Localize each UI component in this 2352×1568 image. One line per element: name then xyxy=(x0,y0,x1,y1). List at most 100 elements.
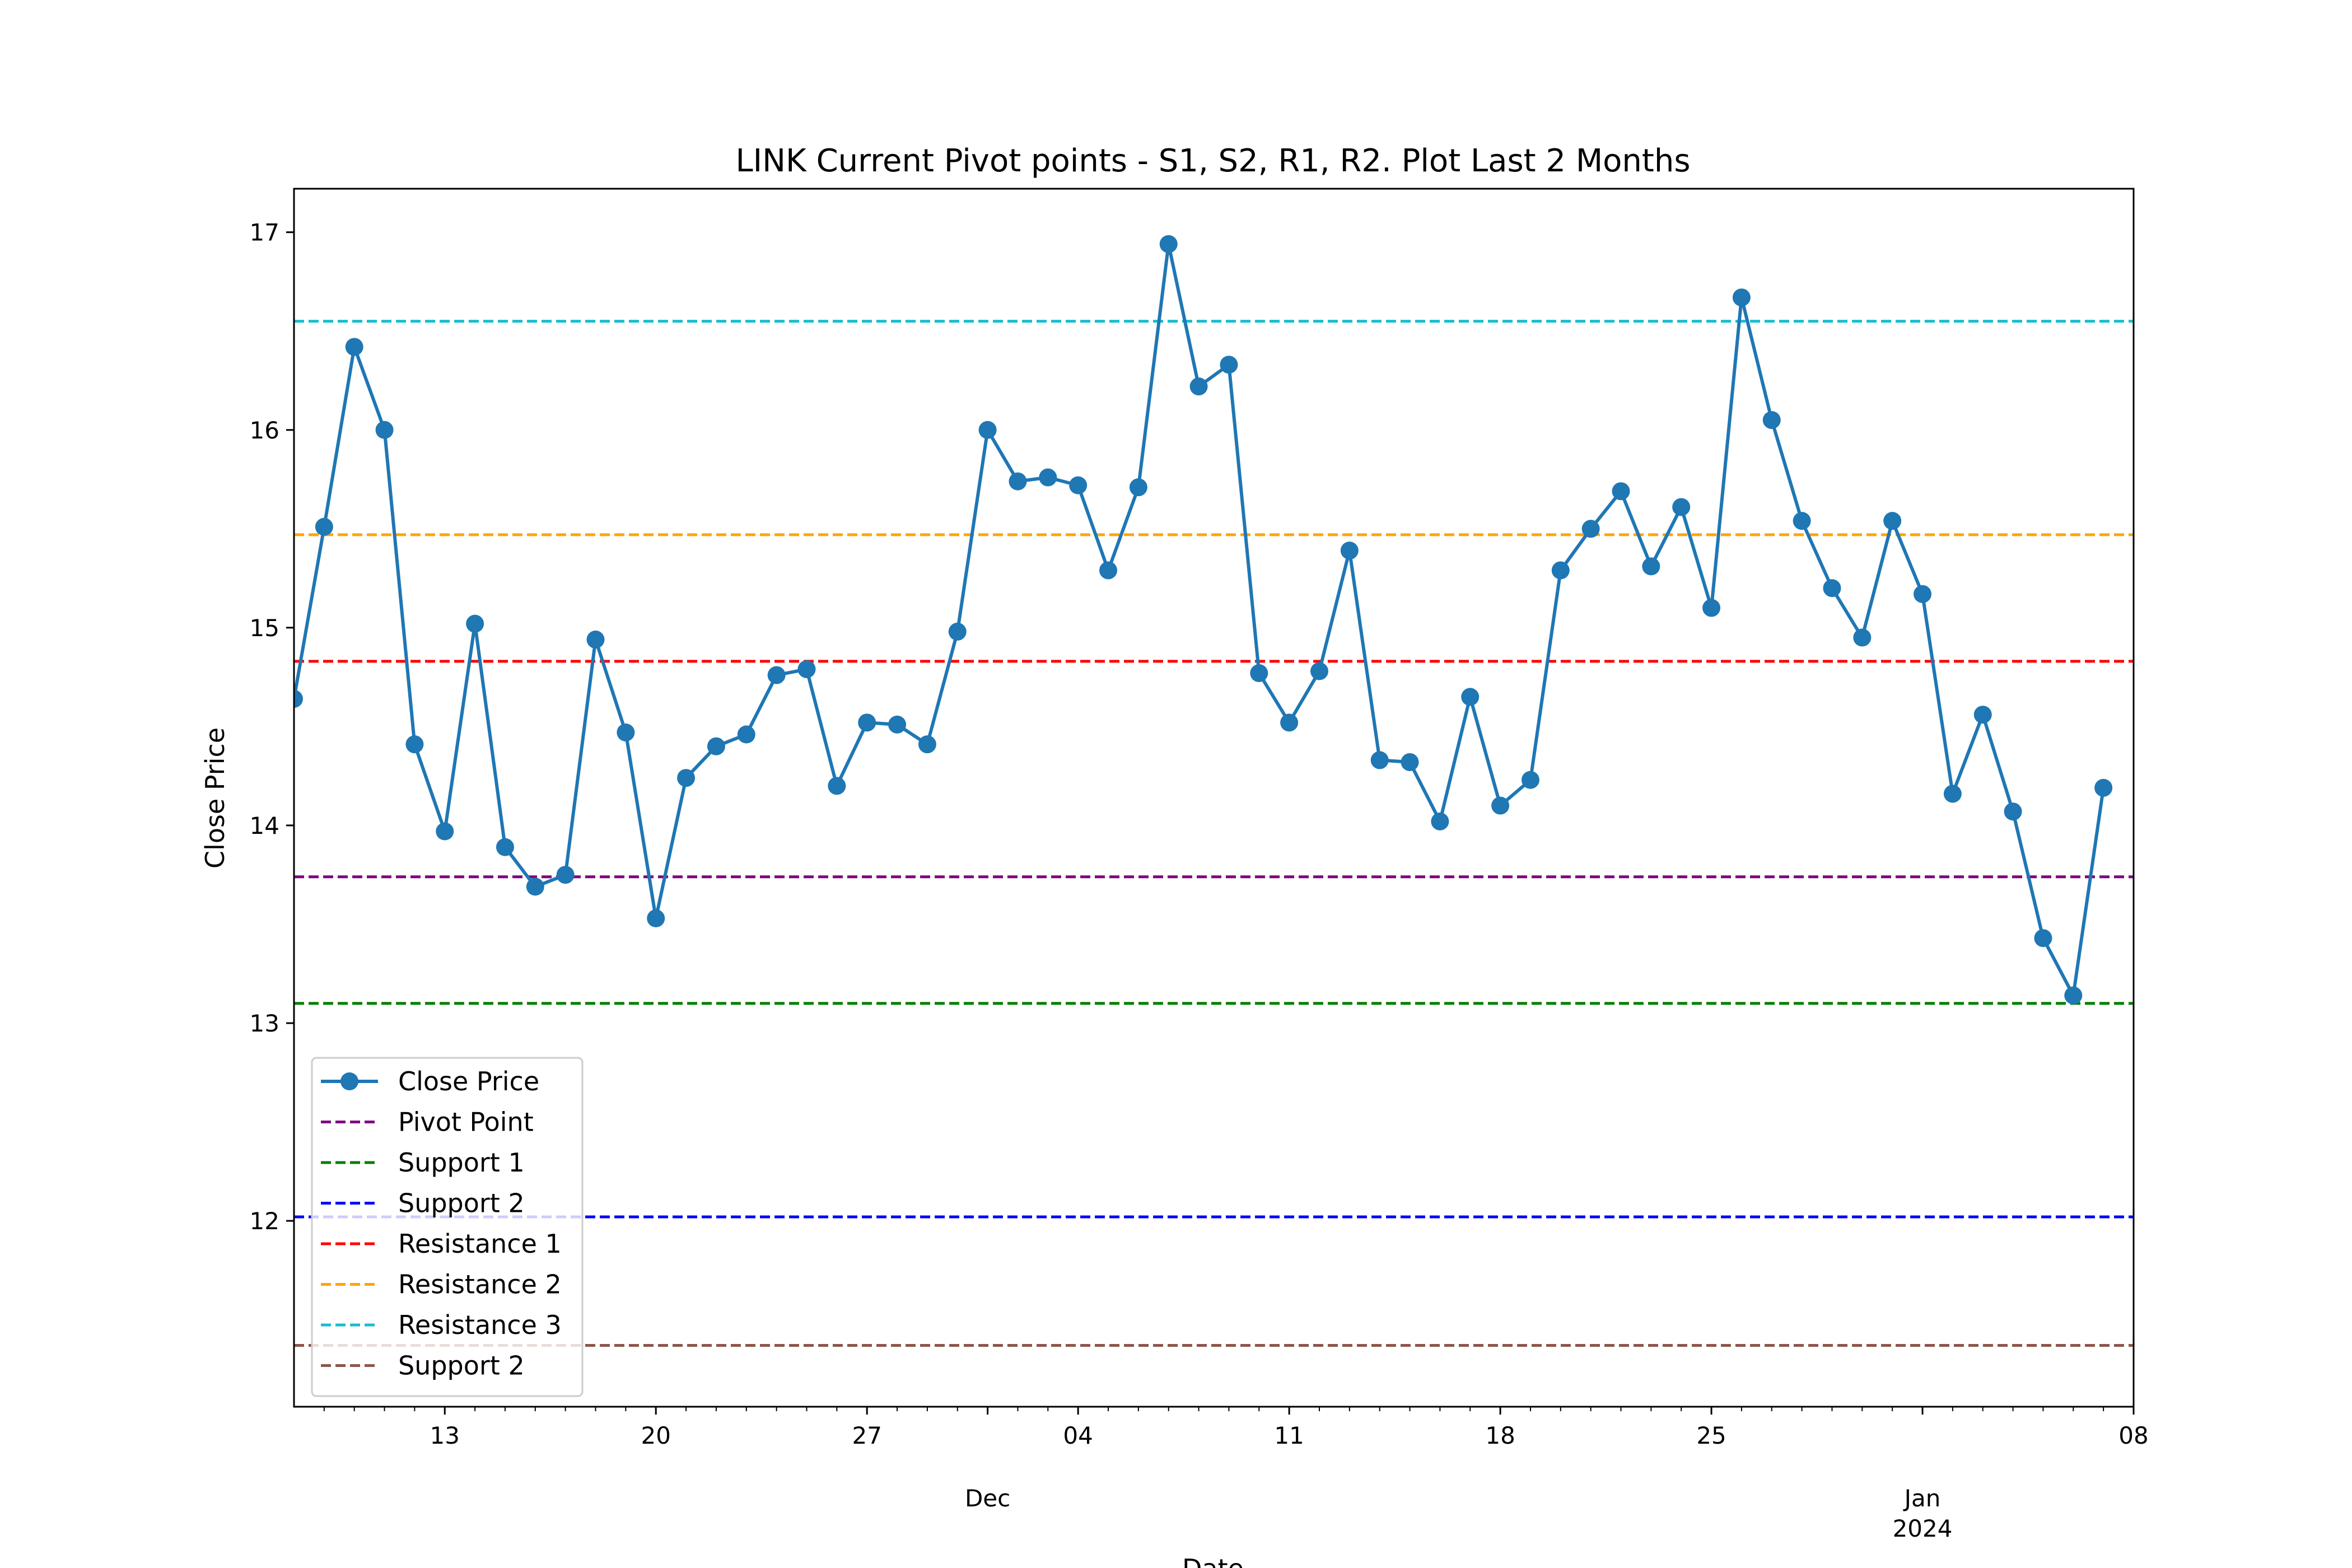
close-price-point-54 xyxy=(1883,512,1902,530)
close-price-point-44 xyxy=(1581,520,1600,538)
close-price-point-1 xyxy=(294,689,303,708)
close-price-point-60 xyxy=(2064,986,2083,1005)
close-price-point-41 xyxy=(1491,796,1510,815)
x-tick-label-5: 04 xyxy=(1063,1422,1093,1449)
legend-label: Close Price xyxy=(398,1066,539,1096)
close-price-point-51 xyxy=(1793,512,1811,530)
close-price-point-3 xyxy=(345,338,363,356)
close-price-point-58 xyxy=(2004,802,2022,821)
close-price-point-29 xyxy=(1129,478,1147,497)
legend-box xyxy=(311,1057,584,1397)
x-tick-label-7: 18 xyxy=(1485,1422,1515,1449)
chart-title: LINK Current Pivot points - S1, S2, R1, … xyxy=(735,143,1690,179)
legend-entry-2: Pivot Point xyxy=(321,1107,534,1137)
close-price-point-2 xyxy=(315,517,333,536)
legend-marker-icon xyxy=(340,1072,358,1090)
x-tick-sublabel-9: 2024 xyxy=(1893,1515,1953,1542)
close-price-point-31 xyxy=(1189,377,1208,396)
axes: 12 13 14 15 16 17 13 20 27 Dec 04 11 18 25 Jan 2024 08 xyxy=(250,188,2149,1542)
close-price-point-5 xyxy=(405,735,424,754)
close-price-point-47 xyxy=(1672,498,1691,516)
close-price-point-38 xyxy=(1401,753,1419,771)
legend-label: Resistance 3 xyxy=(398,1310,562,1340)
close-price-point-39 xyxy=(1431,812,1449,830)
close-price-point-55 xyxy=(1914,585,1932,603)
close-price-point-7 xyxy=(466,614,484,633)
close-price-point-24 xyxy=(978,421,997,439)
close-price-point-26 xyxy=(1039,468,1057,487)
close-price-point-20 xyxy=(858,713,876,732)
close-price-point-61 xyxy=(2094,778,2113,797)
legend-label: Support 2 xyxy=(398,1351,525,1381)
close-price-point-57 xyxy=(1973,706,1992,724)
close-price-point-34 xyxy=(1280,713,1299,732)
legend-label: Pivot Point xyxy=(398,1107,534,1137)
legend-label: Resistance 1 xyxy=(398,1229,562,1259)
plot-contents xyxy=(294,235,2134,1347)
plot-frame xyxy=(293,188,2135,1408)
close-price-point-35 xyxy=(1310,662,1328,680)
legend: Close Price Pivot Point Support 1 Support 2… xyxy=(311,1057,584,1397)
close-price-point-50 xyxy=(1762,411,1781,430)
close-price-point-33 xyxy=(1250,664,1268,683)
y-axis-title: Close Price xyxy=(200,727,230,869)
y-tick-label-15: 15 xyxy=(250,614,279,642)
close-price-point-45 xyxy=(1612,482,1630,501)
close-price-point-10 xyxy=(556,866,575,884)
legend-entry-4: Support 2 xyxy=(321,1188,525,1219)
legend-label: Resistance 2 xyxy=(398,1270,562,1300)
legend-entry-3: Support 1 xyxy=(321,1147,525,1178)
close-price-point-19 xyxy=(828,777,846,795)
x-axis-title: Date xyxy=(1182,1553,1244,1568)
y-tick-label-14: 14 xyxy=(250,812,279,839)
close-price-point-40 xyxy=(1461,688,1480,706)
x-tick-label-6: 11 xyxy=(1274,1422,1304,1449)
x-tick-sublabel-9: Jan xyxy=(1903,1485,1941,1512)
legend-entry-7: Resistance 3 xyxy=(321,1310,562,1340)
close-price-point-30 xyxy=(1159,235,1178,253)
close-price-point-48 xyxy=(1702,599,1721,617)
x-tick-label-8: 25 xyxy=(1696,1422,1726,1449)
close-price-point-17 xyxy=(767,666,786,684)
close-price-point-28 xyxy=(1099,561,1118,580)
close-price-point-49 xyxy=(1732,288,1751,307)
close-price-point-14 xyxy=(677,769,696,787)
close-price-point-9 xyxy=(526,878,544,896)
y-tick-label-12: 12 xyxy=(250,1207,279,1235)
close-price-point-22 xyxy=(918,735,936,754)
x-tick-label-1: 13 xyxy=(430,1422,460,1449)
close-price-point-21 xyxy=(888,715,907,734)
y-tick-label-13: 13 xyxy=(250,1010,279,1037)
close-price-point-25 xyxy=(1009,472,1027,491)
close-price-point-46 xyxy=(1642,557,1660,576)
close-price-point-42 xyxy=(1521,771,1539,789)
legend-entry-1: Close Price xyxy=(321,1066,539,1096)
legend-entry-6: Resistance 2 xyxy=(321,1270,562,1300)
close-price-point-52 xyxy=(1823,579,1841,598)
close-price-point-27 xyxy=(1069,476,1088,494)
legend-label: Support 2 xyxy=(398,1188,525,1219)
close-price-point-6 xyxy=(436,822,454,841)
close-price-point-37 xyxy=(1370,751,1389,769)
y-tick-label-17: 17 xyxy=(250,219,279,246)
x-tick-label-10: 08 xyxy=(2118,1422,2148,1449)
close-price-point-43 xyxy=(1551,561,1570,580)
close-price-point-8 xyxy=(496,838,514,856)
x-tick-label-2: 20 xyxy=(641,1422,671,1449)
close-price-point-12 xyxy=(617,723,635,741)
close-price-point-59 xyxy=(2034,929,2052,948)
close-price-point-18 xyxy=(797,660,816,678)
plot-area xyxy=(294,235,2134,1347)
legend-entry-5: Resistance 1 xyxy=(321,1229,562,1259)
close-price-point-13 xyxy=(647,909,665,927)
legend-entry-8: Support 2 xyxy=(321,1351,525,1381)
close-price-point-16 xyxy=(737,725,755,744)
close-price-point-4 xyxy=(375,421,394,439)
close-price-point-56 xyxy=(1943,785,1962,803)
close-price-point-53 xyxy=(1853,628,1872,647)
close-price-point-11 xyxy=(586,631,605,649)
legend-label: Support 1 xyxy=(398,1147,525,1178)
close-price-point-23 xyxy=(948,622,967,641)
y-tick-label-16: 16 xyxy=(250,417,279,444)
